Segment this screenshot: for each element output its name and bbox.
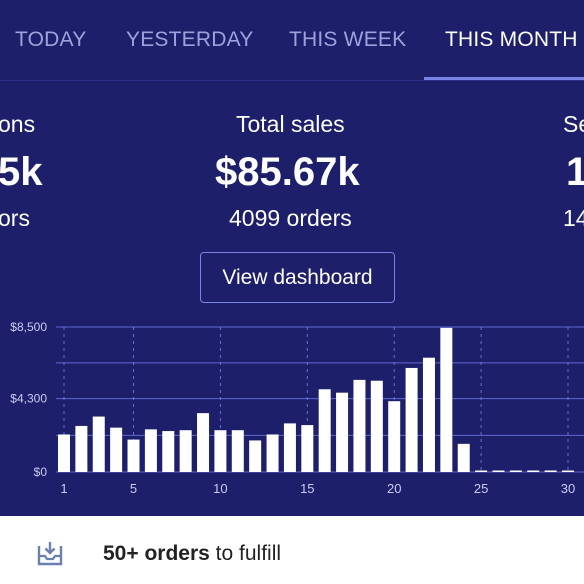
chart-bar	[370, 380, 383, 472]
right-stat-label: Se	[563, 111, 584, 137]
view-dashboard-button[interactable]: View dashboard	[200, 252, 395, 303]
chart-bar	[440, 327, 453, 472]
chart-bar	[110, 427, 123, 472]
chart-bar	[492, 470, 505, 472]
chart-bar	[144, 429, 157, 472]
y-tick-label: $0	[34, 465, 48, 479]
fulfill-orders-text: 50+ orders to fulfill	[103, 542, 281, 566]
chart-bar	[127, 439, 140, 472]
active-tab-indicator	[424, 77, 584, 80]
x-tick-label: 20	[387, 481, 401, 496]
x-tick-label: 15	[300, 481, 314, 496]
y-tick-label: $4,300	[10, 392, 47, 406]
chart-bar	[562, 470, 574, 472]
chart-bar	[214, 430, 227, 472]
total-sales-orders: 4099 orders	[229, 205, 352, 231]
left-stat-sub: ors	[0, 205, 30, 231]
chart-bar	[231, 430, 244, 472]
chart-bar	[179, 430, 192, 472]
x-tick-label: 30	[561, 481, 575, 496]
right-stat-value: 1	[566, 150, 584, 194]
chart-bar	[283, 423, 296, 472]
chart-bar	[544, 470, 557, 472]
fulfill-orders-banner[interactable]: 50+ orders to fulfill	[0, 516, 584, 584]
y-tick-label: $8,500	[10, 320, 47, 334]
right-stat-sub: 14	[563, 205, 584, 231]
chart-bar	[249, 440, 262, 472]
chart-bar	[301, 425, 314, 472]
chart-bar	[162, 431, 175, 472]
download-tray-icon	[37, 542, 63, 566]
chart-bar	[509, 470, 522, 472]
x-tick-label: 25	[474, 481, 488, 496]
tab-today[interactable]: TODAY	[15, 28, 87, 51]
chart-bar	[92, 416, 105, 472]
chart-bar	[457, 443, 470, 472]
fulfill-orders-suffix: to fulfill	[209, 542, 282, 565]
chart-bar	[197, 413, 210, 472]
x-tick-label: 10	[213, 481, 227, 496]
chart-bar	[388, 401, 401, 472]
chart-bar	[318, 389, 331, 472]
total-sales-value: $85.67k	[215, 150, 360, 194]
period-tabs: TODAY YESTERDAY THIS WEEK THIS MONTH	[0, 0, 584, 82]
tab-this-week[interactable]: THIS WEEK	[289, 28, 407, 51]
tabs-divider	[0, 80, 584, 81]
chart-bar	[353, 379, 366, 472]
tab-this-month[interactable]: THIS MONTH	[445, 28, 578, 51]
x-tick-label: 1	[60, 481, 67, 496]
fulfill-orders-count: 50+ orders	[103, 542, 210, 565]
x-tick-label: 5	[130, 481, 137, 496]
chart-bar	[405, 367, 418, 472]
chart-bar	[336, 392, 349, 472]
chart-bar	[75, 425, 88, 472]
total-sales-label: Total sales	[236, 111, 345, 137]
left-stat-value: 5k	[0, 150, 43, 194]
chart-bar	[266, 434, 279, 472]
left-stat-label: ons	[0, 111, 36, 137]
chart-bar	[527, 470, 540, 472]
chart-bar	[475, 470, 488, 472]
chart-bar	[58, 434, 70, 472]
tab-yesterday[interactable]: YESTERDAY	[126, 28, 254, 51]
chart-bar	[422, 357, 435, 472]
